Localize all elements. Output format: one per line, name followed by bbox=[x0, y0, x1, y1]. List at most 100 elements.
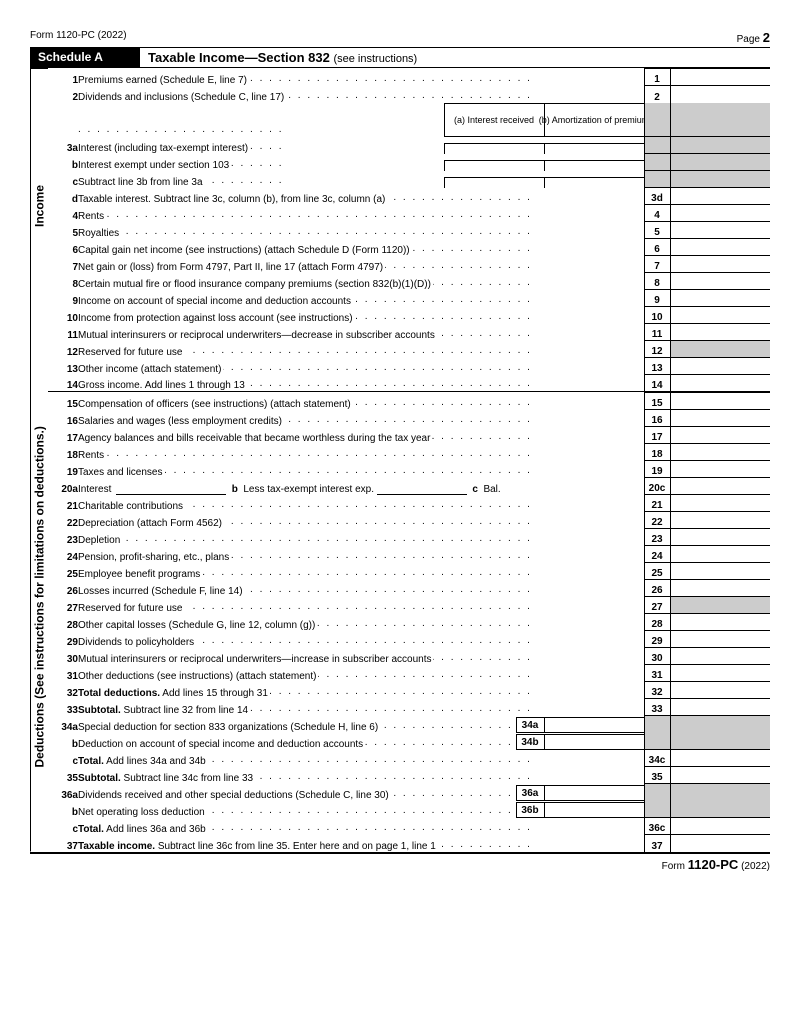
line-box-input[interactable] bbox=[670, 273, 770, 290]
line-row: 17 Agency balances and bills receivable … bbox=[48, 427, 770, 444]
line-row: 12 Reserved for future use 12 bbox=[48, 341, 770, 358]
line-number: 24 bbox=[48, 546, 78, 563]
line-box-input[interactable] bbox=[670, 835, 770, 852]
line-label: Interest (including tax-exempt interest) bbox=[78, 143, 250, 154]
line-row: 22 Depreciation (attach Form 4562) 22 bbox=[48, 512, 770, 529]
line-label: Dividends received and other special ded… bbox=[78, 790, 391, 801]
line-box-input[interactable] bbox=[670, 188, 770, 205]
line-box-input[interactable] bbox=[670, 410, 770, 427]
line-row: b Net operating loss deduction 36b bbox=[48, 801, 770, 818]
line-row: 27 Reserved for future use 27 bbox=[48, 597, 770, 614]
line-label: Royalties bbox=[78, 228, 121, 239]
line-box-number: 18 bbox=[644, 444, 670, 461]
line-row: 28 Other capital losses (Schedule G, lin… bbox=[48, 614, 770, 631]
line-box-input[interactable] bbox=[670, 478, 770, 495]
line-box-input[interactable] bbox=[670, 665, 770, 682]
line-box-input[interactable] bbox=[670, 393, 770, 410]
line-box-input[interactable] bbox=[670, 682, 770, 699]
line-label: Charitable contributions bbox=[78, 501, 185, 512]
line-number: b bbox=[48, 733, 78, 750]
line-box-input[interactable] bbox=[670, 597, 770, 614]
line-box-input[interactable] bbox=[670, 767, 770, 784]
line-box-input[interactable] bbox=[670, 648, 770, 665]
col-b-input[interactable] bbox=[544, 160, 644, 171]
inset-box-input[interactable] bbox=[544, 734, 644, 750]
line-box-input[interactable] bbox=[670, 818, 770, 835]
line-label: Other capital losses (Schedule G, line 1… bbox=[78, 620, 317, 631]
line-box-input[interactable] bbox=[670, 307, 770, 324]
line-box-input[interactable] bbox=[670, 631, 770, 648]
line-number: 5 bbox=[48, 222, 78, 239]
line-box-number: 24 bbox=[644, 546, 670, 563]
line-label: Gross income. Add lines 1 through 13 bbox=[78, 380, 247, 391]
line-number: 27 bbox=[48, 597, 78, 614]
page-number: Page 2 bbox=[737, 30, 770, 45]
line-box-input[interactable] bbox=[670, 290, 770, 307]
line-box-input[interactable] bbox=[670, 580, 770, 597]
line-box-input[interactable] bbox=[670, 444, 770, 461]
line-box-input[interactable] bbox=[670, 750, 770, 767]
line-label: Taxable interest. Subtract line 3c, colu… bbox=[78, 194, 387, 205]
inset-box-input[interactable] bbox=[544, 785, 644, 801]
line-box-input[interactable] bbox=[670, 546, 770, 563]
line-row: 32 Total deductions. Add lines 15 throug… bbox=[48, 682, 770, 699]
line-row: 23 Depletion 23 bbox=[48, 529, 770, 546]
line-number: c bbox=[48, 818, 78, 835]
line-box-input[interactable] bbox=[670, 495, 770, 512]
inset-box-input[interactable] bbox=[544, 717, 644, 733]
less-exempt-input[interactable] bbox=[377, 484, 467, 495]
col-a-input[interactable] bbox=[444, 143, 544, 154]
line-box-input[interactable] bbox=[670, 222, 770, 239]
line-box-input[interactable] bbox=[670, 563, 770, 580]
line-row: 33 Subtotal. Subtract line 32 from line … bbox=[48, 699, 770, 716]
line-box-number: 6 bbox=[644, 239, 670, 256]
col-a-input[interactable] bbox=[444, 160, 544, 171]
line-box-number: 31 bbox=[644, 665, 670, 682]
line-label: Compensation of officers (see instructio… bbox=[78, 399, 353, 410]
line-label: Net gain or (loss) from Form 4797, Part … bbox=[78, 262, 385, 273]
line-box-input[interactable] bbox=[670, 86, 770, 103]
line-box-input[interactable] bbox=[670, 324, 770, 341]
line-label: Losses incurred (Schedule F, line 14) bbox=[78, 586, 245, 597]
line-box-input[interactable] bbox=[670, 239, 770, 256]
line-number: 18 bbox=[48, 444, 78, 461]
line-number: 33 bbox=[48, 699, 78, 716]
line-row: 4 Rents 4 bbox=[48, 205, 770, 222]
line-number: 30 bbox=[48, 648, 78, 665]
line-box-number: 33 bbox=[644, 699, 670, 716]
line-label: Other income (attach statement) bbox=[78, 364, 223, 375]
line-number: 17 bbox=[48, 427, 78, 444]
interest-input[interactable] bbox=[116, 484, 226, 495]
line-box-input[interactable] bbox=[670, 461, 770, 478]
line-box-number: 15 bbox=[644, 393, 670, 410]
line-box-number: 5 bbox=[644, 222, 670, 239]
line-box-input[interactable] bbox=[670, 205, 770, 222]
inset-box-input[interactable] bbox=[544, 802, 644, 818]
line-box-input[interactable] bbox=[670, 256, 770, 273]
line-box-number: 13 bbox=[644, 358, 670, 375]
line-box-number: 26 bbox=[644, 580, 670, 597]
col-a-input[interactable] bbox=[444, 177, 544, 188]
line-label: Employee benefit programs bbox=[78, 569, 202, 580]
line-number: 35 bbox=[48, 767, 78, 784]
line-row: 3a Interest (including tax-exempt intere… bbox=[48, 137, 770, 154]
line-box-input[interactable] bbox=[670, 512, 770, 529]
col-b-input[interactable] bbox=[544, 177, 644, 188]
line-box-number: 32 bbox=[644, 682, 670, 699]
line-box-input[interactable] bbox=[670, 529, 770, 546]
line-box-input[interactable] bbox=[670, 341, 770, 358]
line-number: 16 bbox=[48, 410, 78, 427]
line-box-input[interactable] bbox=[670, 375, 770, 392]
line-number: 23 bbox=[48, 529, 78, 546]
line-box-input[interactable] bbox=[670, 427, 770, 444]
col-b-input[interactable] bbox=[544, 143, 644, 154]
line-number: c bbox=[48, 750, 78, 767]
line-row: d Taxable interest. Subtract line 3c, co… bbox=[48, 188, 770, 205]
line-number: 19 bbox=[48, 461, 78, 478]
line-row: 11 Mutual interinsurers or reciprocal un… bbox=[48, 324, 770, 341]
line-box-input[interactable] bbox=[670, 69, 770, 86]
line-box-input[interactable] bbox=[670, 614, 770, 631]
line-box-input[interactable] bbox=[670, 699, 770, 716]
line-row: 31 Other deductions (see instructions) (… bbox=[48, 665, 770, 682]
line-box-input[interactable] bbox=[670, 358, 770, 375]
